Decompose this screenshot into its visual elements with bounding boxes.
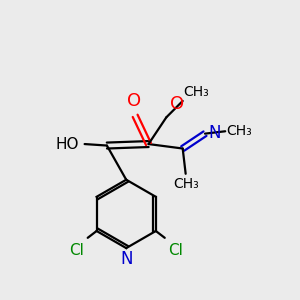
Text: Cl: Cl xyxy=(169,243,184,258)
Text: HO: HO xyxy=(56,136,79,152)
Text: CH₃: CH₃ xyxy=(173,177,199,191)
Text: N: N xyxy=(120,250,133,268)
Text: O: O xyxy=(170,95,184,113)
Text: CH₃: CH₃ xyxy=(184,85,209,99)
Text: O: O xyxy=(127,92,141,110)
Text: Cl: Cl xyxy=(69,243,84,258)
Text: CH₃: CH₃ xyxy=(226,124,252,138)
Text: N: N xyxy=(208,124,220,142)
